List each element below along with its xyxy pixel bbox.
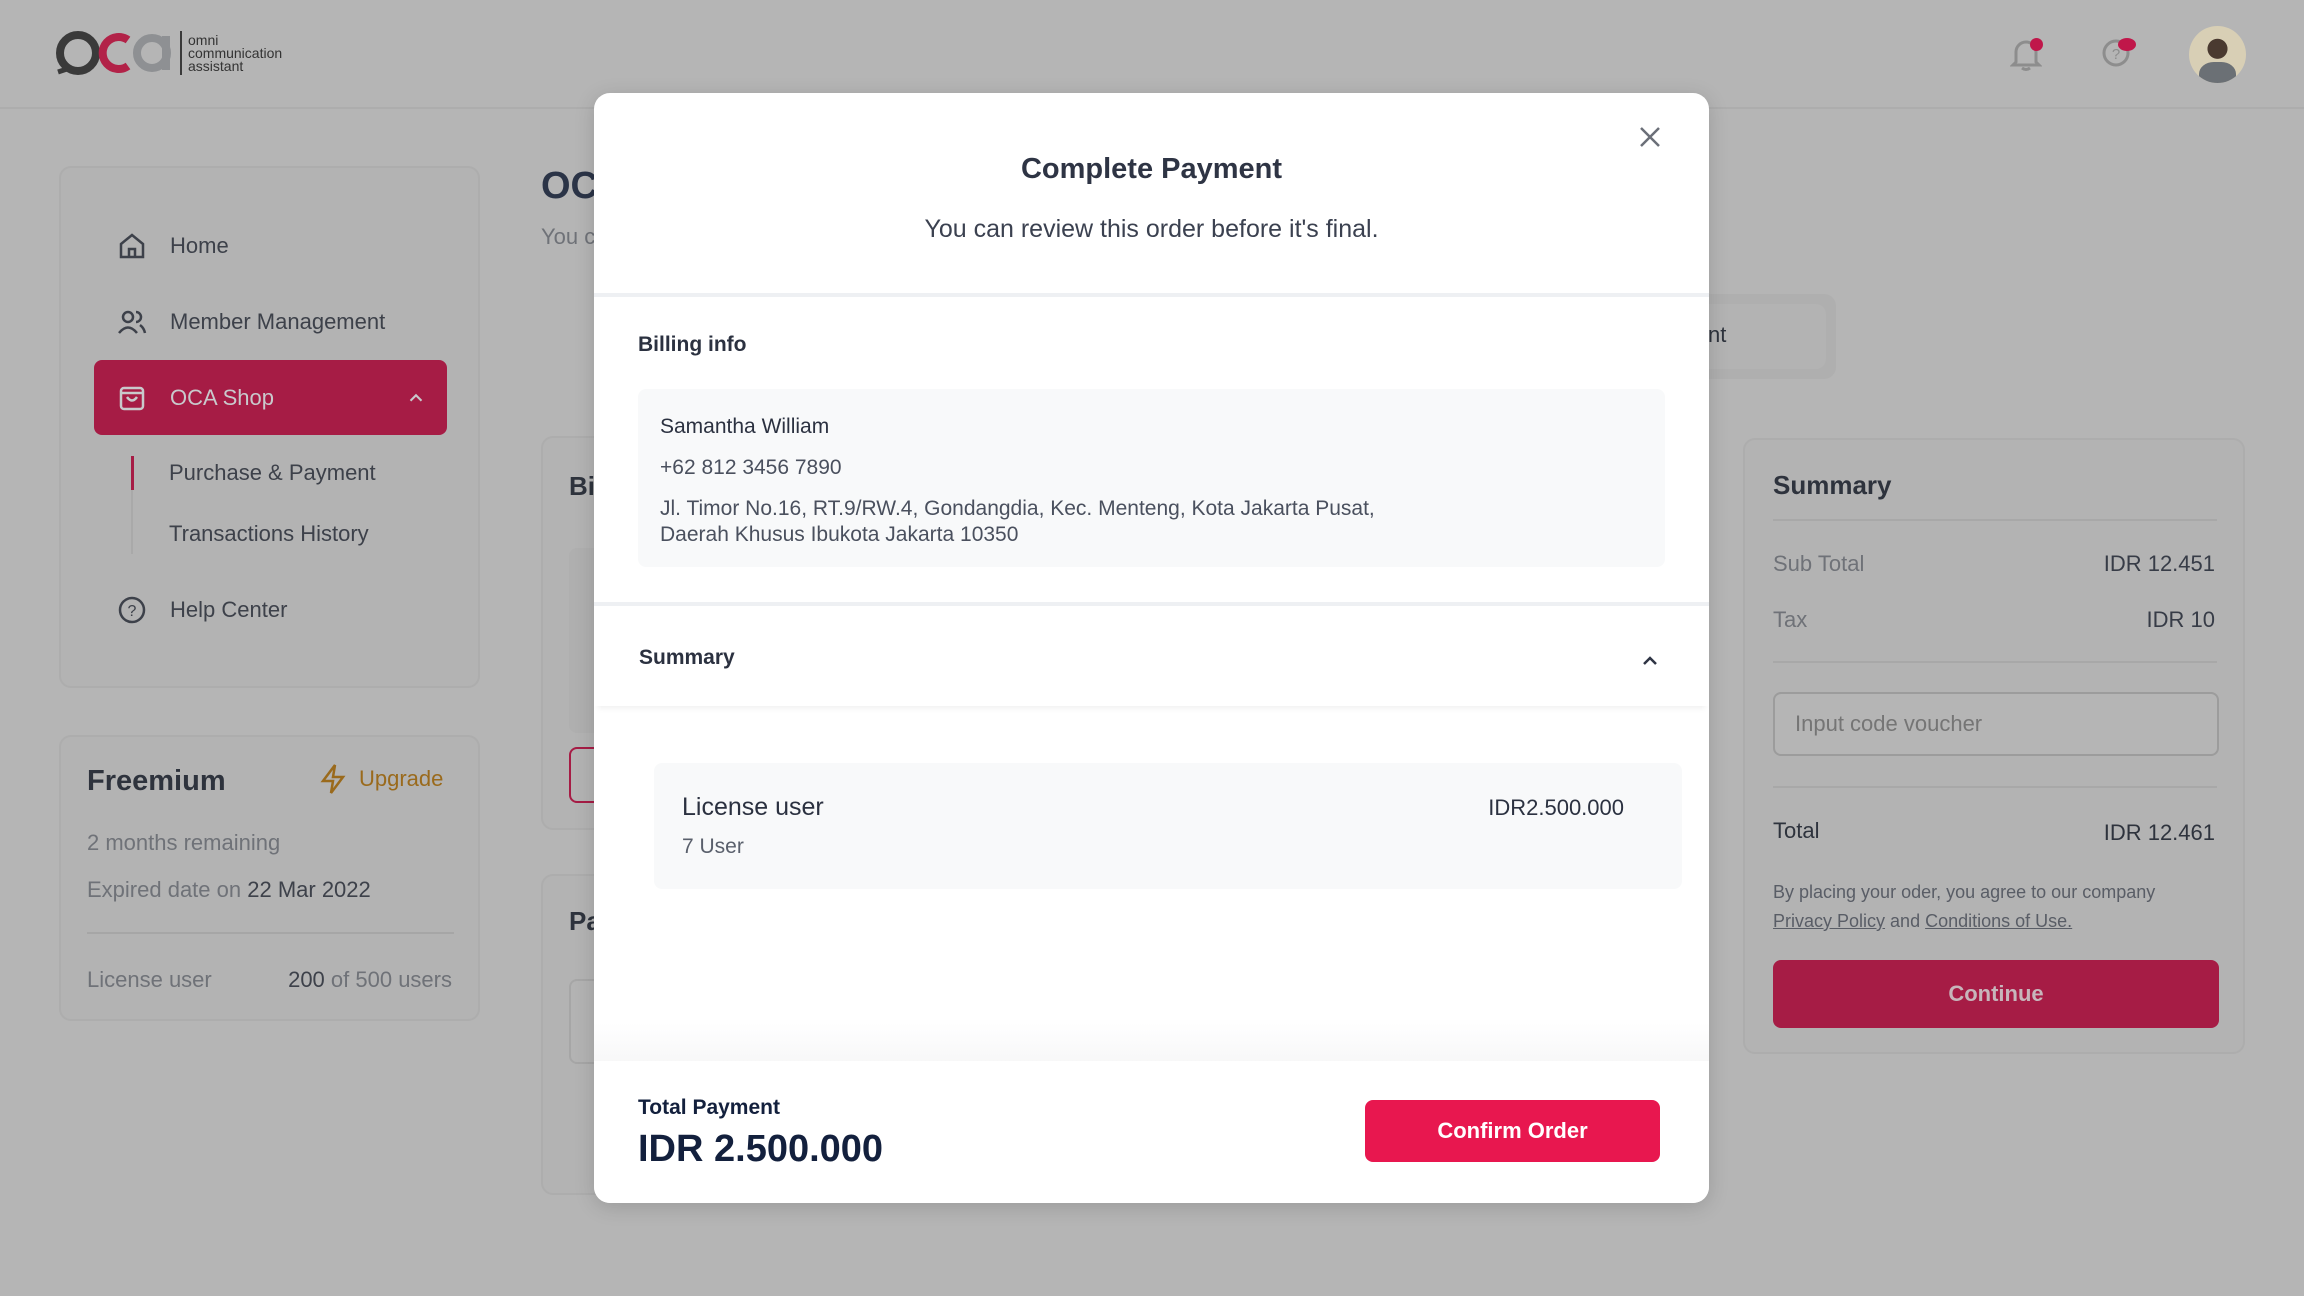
billing-info-box: Samantha William +62 812 3456 7890 Jl. T… xyxy=(638,389,1665,567)
expired-date: 22 Mar 2022 xyxy=(247,877,371,902)
chevron-up-icon xyxy=(1643,656,1657,665)
conditions-link[interactable]: Conditions of Use. xyxy=(1925,911,2073,931)
privacy-policy-link[interactable]: Privacy Policy xyxy=(1773,911,1886,931)
modal-title: Complete Payment xyxy=(1020,153,1283,185)
sidebar-item-oca-shop[interactable]: OCA Shop xyxy=(94,360,447,435)
sidebar-subitem-transactions-history[interactable]: Transactions History xyxy=(169,521,369,546)
sidebar-item-label: OCA Shop xyxy=(170,384,274,410)
sidebar-subitem-purchase-payment[interactable]: Purchase & Payment xyxy=(169,460,376,485)
plan-name: Freemium xyxy=(87,765,226,797)
sidebar-item-label: Help Center xyxy=(170,596,288,622)
summary-panel: Summary Sub Total IDR 12.451 Tax IDR 10 … xyxy=(1743,438,2245,1054)
billing-info-title: Billing info xyxy=(638,333,747,356)
logo-tagline-line: assistant xyxy=(188,57,244,74)
upgrade-link[interactable]: Upgrade xyxy=(319,763,443,795)
page-title: OC xyxy=(541,165,598,207)
oca-logo[interactable]: omni communication assistant xyxy=(56,30,282,76)
logo-tagline-line: communication xyxy=(188,44,283,61)
and-text: and xyxy=(1890,911,1921,931)
sidebar-item-label: Home xyxy=(170,232,229,258)
help-notification-icon[interactable]: ? xyxy=(2100,36,2136,77)
continue-button[interactable]: Continue xyxy=(1773,960,2219,1028)
billing-address: Jl. Timor No.16, RT.9/RW.4, Gondangdia, … xyxy=(660,497,1375,520)
sidebar-item-member-management[interactable]: Member Management xyxy=(94,284,447,359)
plan-card: Freemium Upgrade 2 months remaining Expi… xyxy=(59,735,480,1021)
bell-icon[interactable] xyxy=(2009,36,2043,77)
billing-address: Daerah Khusus Ibukota Jakarta 10350 xyxy=(660,523,1019,546)
agree-text: By placing your oder, you agree to our c… xyxy=(1773,882,2156,902)
item-price: IDR2.500.000 xyxy=(1488,795,1624,820)
billing-heading: Bi xyxy=(569,471,595,501)
home-icon xyxy=(119,232,145,258)
upgrade-label: Upgrade xyxy=(359,766,444,791)
summary-title: Summary xyxy=(1773,470,1892,500)
total-label: Total xyxy=(1773,818,1820,843)
modal-subtitle: You can review this order before it's fi… xyxy=(924,215,1379,243)
summary-accordion-header[interactable]: Summary xyxy=(594,606,1709,706)
divider xyxy=(87,932,454,934)
user-avatar[interactable] xyxy=(2189,26,2246,83)
item-name: License user xyxy=(682,793,824,821)
item-quantity: 7 User xyxy=(682,835,744,858)
order-item: License user 7 User IDR2.500.000 xyxy=(654,763,1682,889)
summary-accordion-title: Summary xyxy=(639,646,735,669)
confirm-order-button[interactable]: Confirm Order xyxy=(1365,1100,1660,1162)
total-payment-label: Total Payment xyxy=(638,1096,780,1119)
active-sub-indicator xyxy=(131,456,134,490)
billing-phone: +62 812 3456 7890 xyxy=(660,456,842,479)
subtotal-label: Sub Total xyxy=(1773,551,1865,576)
svg-text:?: ? xyxy=(128,603,137,620)
expired-label: Expired date on xyxy=(87,877,242,902)
plan-remaining: 2 months remaining xyxy=(87,830,281,855)
chevron-up-icon xyxy=(409,393,423,401)
billing-name: Samantha William xyxy=(660,415,830,438)
tax-value: IDR 10 xyxy=(2146,607,2215,632)
total-value: IDR 12.461 xyxy=(2103,820,2215,845)
close-icon[interactable] xyxy=(1638,125,1662,149)
sidebar-item-home[interactable]: Home xyxy=(94,208,447,283)
question-circle-icon: ? xyxy=(118,596,146,623)
license-used: 200 xyxy=(288,967,325,992)
page-subtitle: You c xyxy=(541,224,596,249)
lightning-icon xyxy=(320,764,346,794)
total-payment-value: IDR 2.500.000 xyxy=(638,1128,884,1170)
tab-label[interactable]: nt xyxy=(1708,322,1727,347)
users-icon xyxy=(118,310,147,334)
sub-nav-line xyxy=(131,490,133,554)
license-total: of 500 users xyxy=(330,967,452,992)
voucher-input[interactable] xyxy=(1773,692,2219,756)
shopping-bag-icon xyxy=(119,386,145,410)
complete-payment-modal: Complete Payment You can review this ord… xyxy=(594,93,1709,1203)
svg-text:?: ? xyxy=(2112,46,2120,63)
license-label: License user xyxy=(87,967,212,992)
sidebar-item-label: Member Management xyxy=(170,308,386,334)
oca-logo-icon xyxy=(56,31,171,75)
subtotal-value: IDR 12.451 xyxy=(2103,551,2215,576)
sidebar-item-help-center[interactable]: ? Help Center xyxy=(94,572,447,647)
tax-label: Tax xyxy=(1773,607,1808,632)
logo-tagline-line: omni xyxy=(188,31,219,48)
